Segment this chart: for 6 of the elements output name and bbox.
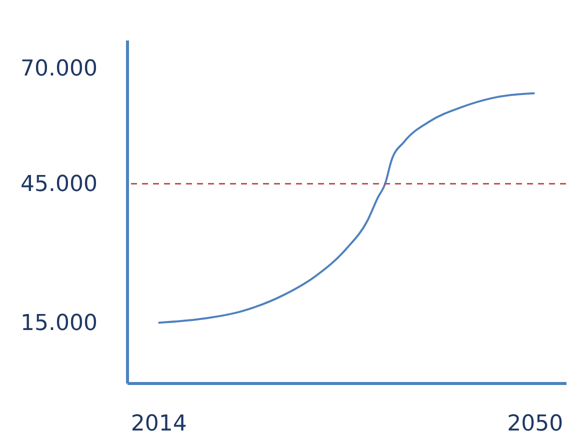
x-tick-label: 2050: [507, 412, 564, 436]
x-tick-label: 2014: [130, 412, 187, 436]
y-tick-label: 70.000: [20, 56, 98, 82]
y-tick-label: 45.000: [20, 172, 98, 198]
y-tick-label: 15.000: [20, 311, 98, 336]
line-series: [157, 92, 536, 324]
